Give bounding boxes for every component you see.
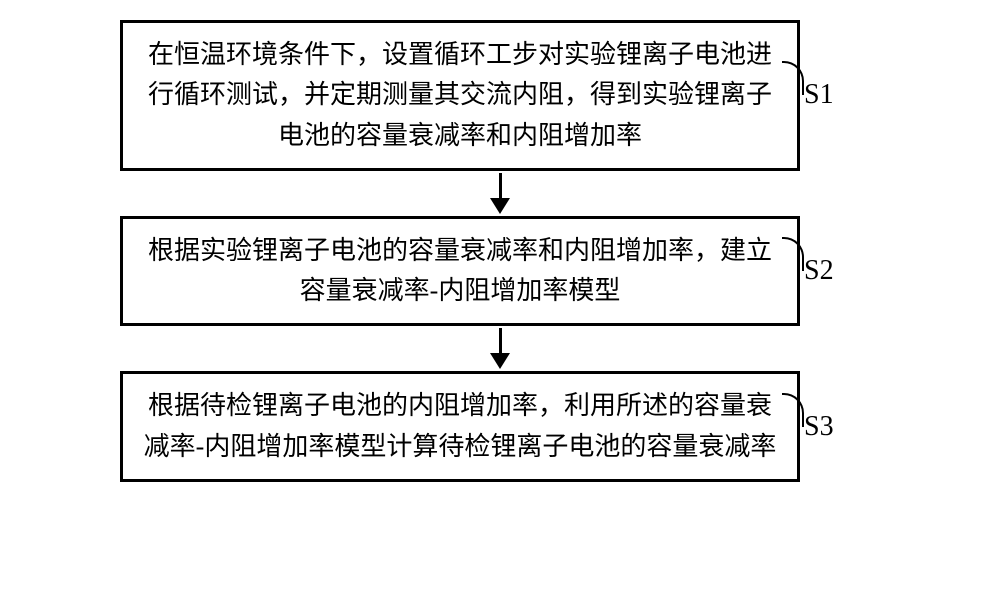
label-wrap: S1: [800, 20, 880, 171]
label-wrap: S2: [800, 216, 880, 327]
label-connector: [782, 61, 804, 95]
step-label-s1: S1: [804, 79, 834, 111]
step-label-s2: S2: [804, 255, 834, 287]
step-box-s1: 在恒温环境条件下，设置循环工步对实验锂离子电池进行循环测试，并定期测量其交流内阻…: [120, 20, 800, 171]
arrow-down-icon: [490, 173, 510, 214]
label-connector: [782, 393, 804, 427]
step-row: 根据实验锂离子电池的容量衰减率和内阻增加率，建立容量衰减率-内阻增加率模型 S2: [120, 216, 880, 327]
arrow-down-icon: [490, 328, 510, 369]
arrow-head: [490, 353, 510, 369]
step-row: 在恒温环境条件下，设置循环工步对实验锂离子电池进行循环测试，并定期测量其交流内阻…: [120, 20, 880, 171]
arrow-head: [490, 198, 510, 214]
label-wrap: S3: [800, 371, 880, 482]
step-row: 根据待检锂离子电池的内阻增加率，利用所述的容量衰减率-内阻增加率模型计算待检锂离…: [120, 371, 880, 482]
arrow-shaft: [499, 173, 502, 199]
arrow-shaft: [499, 328, 502, 354]
step-label-s3: S3: [804, 411, 834, 443]
flowchart-container: 在恒温环境条件下，设置循环工步对实验锂离子电池进行循环测试，并定期测量其交流内阻…: [120, 20, 880, 482]
step-box-s2: 根据实验锂离子电池的容量衰减率和内阻增加率，建立容量衰减率-内阻增加率模型: [120, 216, 800, 327]
step-box-s3: 根据待检锂离子电池的内阻增加率，利用所述的容量衰减率-内阻增加率模型计算待检锂离…: [120, 371, 800, 482]
label-connector: [782, 237, 804, 271]
